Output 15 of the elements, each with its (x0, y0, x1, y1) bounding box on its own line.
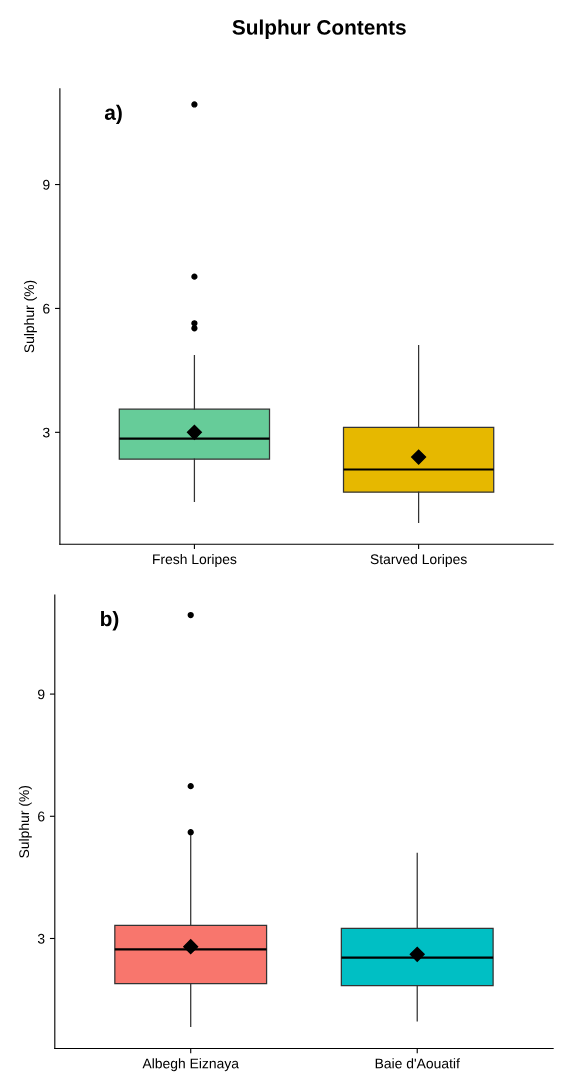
annotation: a) (104, 104, 122, 125)
y-axis-title: Sulphur (%) (18, 785, 32, 858)
x-tick-label: Fresh Loripes (153, 553, 237, 567)
x-tick-label: Albegh Eiznaya (142, 1058, 239, 1072)
y-tick-label: 9 (38, 689, 45, 700)
x-tick-label: Baie d'Aouatif (375, 1058, 460, 1069)
y-tick-label: 3 (42, 427, 50, 438)
y-tick-label: 6 (38, 811, 45, 822)
y-axis-title: Sulphur (%) (23, 280, 37, 353)
chart-title: Sulphur Contents (232, 19, 406, 39)
y-tick-label: 9 (43, 179, 50, 190)
y-tick-label: 6 (43, 303, 50, 314)
x-tick-label: Starved Loripes (370, 553, 467, 567)
y-tick-label: 3 (37, 933, 45, 944)
annotation: b) (101, 610, 119, 631)
